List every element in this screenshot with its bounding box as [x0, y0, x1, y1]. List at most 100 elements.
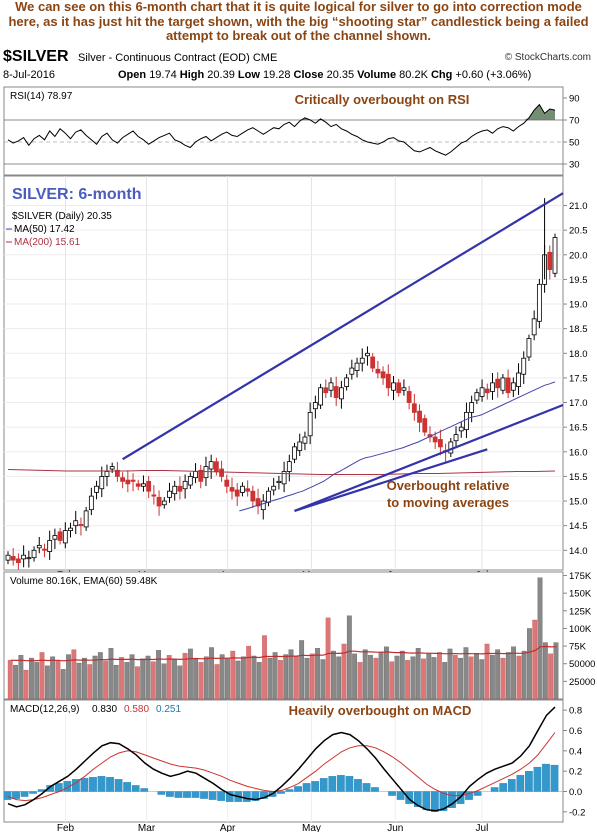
candle-body [234, 489, 240, 497]
candle-body [375, 368, 381, 374]
macd-histogram-bar [294, 786, 302, 792]
macd-histogram-bar [533, 766, 542, 792]
price-axis-tick-label: 17.5 [569, 373, 588, 384]
volume-bar [50, 656, 56, 700]
candle-body [276, 480, 282, 483]
macd-histogram-bar [516, 775, 525, 792]
volume-bar [516, 655, 522, 700]
candle-body [271, 485, 277, 491]
candle-body [380, 371, 386, 379]
candle-body [161, 500, 167, 506]
macd-histogram-bar [388, 791, 396, 796]
volume-bar [87, 664, 93, 700]
macd-axis-tick-label: 0.6 [569, 726, 582, 737]
price-axis-tick-label: 14.5 [569, 521, 588, 532]
candle-body [307, 411, 313, 437]
volume-bar [293, 656, 299, 700]
macd-histogram-bar [413, 791, 422, 807]
volume-bar [389, 661, 395, 700]
macd-histogram-bar [302, 783, 311, 792]
macd-histogram-bar [328, 776, 337, 792]
volume-bar [357, 662, 363, 700]
rsi-axis-tick-label: 30 [569, 160, 580, 171]
candle-body [99, 476, 105, 490]
volume-bar [182, 652, 188, 700]
macd-histogram-bar [191, 791, 200, 798]
macd-histogram-bar [3, 791, 12, 800]
candle-body [135, 483, 141, 487]
volume-axis-tick-label: 125K [569, 606, 592, 617]
volume-bar [278, 660, 283, 700]
volume-axis-tick-label: 75K [569, 642, 587, 653]
volume-bar [124, 662, 130, 700]
candle-body [52, 535, 58, 540]
macd-histogram-bar [550, 764, 559, 792]
volume-bar [373, 657, 379, 700]
volume-axis-tick-label: 175K [569, 571, 592, 582]
macd-histogram-bar [200, 791, 208, 799]
volume-bar [436, 652, 442, 700]
candle-body [156, 496, 162, 507]
volume-bar [240, 656, 246, 700]
macd-histogram-bar [63, 781, 72, 792]
volume-bar [431, 657, 437, 700]
volume-ema-line [10, 645, 557, 662]
volume-bar [172, 659, 177, 700]
macd-histogram-bar [46, 785, 55, 792]
volume-label: Volume [357, 69, 397, 81]
candle-body [484, 388, 490, 394]
macd-histogram-bar [405, 791, 414, 804]
volume-bar [325, 617, 331, 700]
volume-bar [246, 645, 252, 700]
macd-histogram-bar [362, 783, 371, 792]
volume-bar [187, 648, 193, 700]
volume-bar [66, 654, 71, 700]
candle-body [333, 386, 339, 399]
candle-body [500, 377, 506, 391]
candle-body [526, 338, 532, 358]
candle-body [437, 439, 443, 448]
candle-body [344, 377, 350, 387]
volume-bar [288, 649, 294, 700]
volume-bar [97, 652, 103, 700]
volume-bar [421, 658, 426, 700]
volume-bar [415, 648, 421, 700]
volume-bar [135, 666, 140, 700]
volume-bar [71, 649, 77, 700]
source-credit: © StockCharts.com [504, 52, 591, 63]
description-text: Silver - Continuous Contract (EOD) [78, 52, 250, 64]
candle-body [83, 510, 89, 528]
candle-body [193, 471, 198, 479]
candle-body [453, 434, 459, 442]
candle-body [224, 479, 230, 487]
macd-histogram-bar [499, 783, 508, 792]
candle-body [354, 362, 360, 371]
ohlc-line: Open 19.74 High 20.39 Low 19.28 Close 20… [118, 69, 531, 81]
rsi-legend-bg [7, 90, 85, 102]
candle-body [21, 554, 27, 560]
candle-body [125, 479, 131, 485]
volume-bar [331, 650, 336, 700]
close-label: Close [293, 69, 324, 81]
candle-body [109, 466, 115, 470]
volume-bar [166, 655, 172, 700]
channel-upper-line [122, 192, 564, 461]
macd-histogram-bar [106, 777, 114, 792]
macd-histogram-bar [371, 787, 379, 792]
macd-line [7, 706, 556, 812]
rsi-annotation: Critically overbought on RSI [295, 92, 470, 107]
volume-bar [537, 577, 543, 700]
volume-bar [251, 655, 257, 700]
candle-body [16, 558, 21, 564]
volume-bar [500, 657, 506, 700]
volume-bar [320, 659, 326, 700]
candle-body [42, 548, 47, 551]
macd-histogram-bar [166, 791, 174, 797]
price-axis-tick-label: 16.0 [569, 447, 588, 458]
macd-histogram-bar [131, 785, 140, 792]
candle-body [318, 387, 323, 406]
volume-bar [447, 648, 453, 700]
candle-body [229, 487, 235, 492]
volume-bar [505, 652, 511, 700]
macd-histogram-bar [80, 778, 89, 792]
